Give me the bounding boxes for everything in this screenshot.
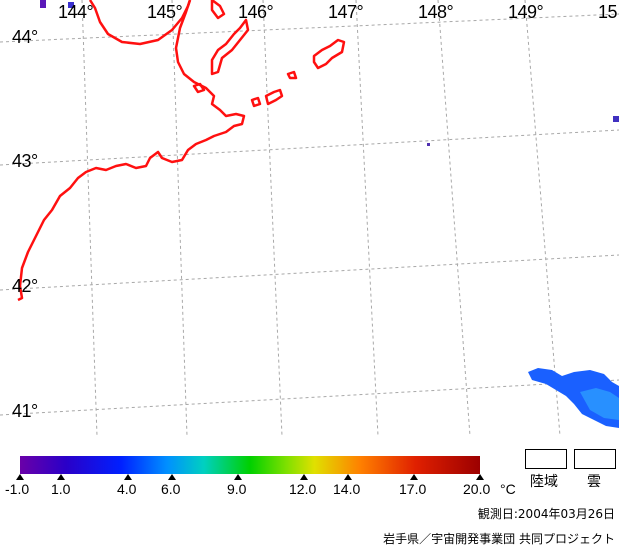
- temperature-colorbar: [20, 456, 480, 474]
- colorbar-label: 9.0: [227, 481, 247, 497]
- coastline: [17, 0, 346, 302]
- colorbar-label: 1.0: [51, 481, 71, 497]
- grid-line-lat-43: [0, 129, 619, 166]
- grid-line-lat-41: [0, 379, 619, 416]
- colorbar-tick: [234, 474, 242, 480]
- colorbar-tick: [57, 474, 65, 480]
- data-patch-top-left-2: [68, 2, 74, 8]
- lon-label-144: 144°: [58, 2, 94, 22]
- colorbar-label: 17.0: [399, 481, 427, 497]
- cloud-legend-swatch: [574, 449, 616, 469]
- colorbar-label: 6.0: [161, 481, 181, 497]
- colorbar-label: 20.0: [463, 481, 491, 497]
- colorbar-tick: [16, 474, 24, 480]
- colorbar-label: 4.0: [117, 481, 137, 497]
- colorbar-label: 14.0: [333, 481, 361, 497]
- lon-label-148: 148°: [418, 2, 454, 22]
- grid-line-lon-145: [171, 0, 188, 436]
- lat-label-44: 44°: [12, 27, 38, 47]
- data-patch-right-edge: [613, 116, 619, 122]
- lon-label-149: 149°: [508, 2, 544, 22]
- colorbar-label: 12.0: [289, 481, 317, 497]
- grid-line-lon-144: [81, 0, 98, 436]
- grid-line-lon-148: [437, 0, 471, 436]
- colorbar-tick: [300, 474, 308, 480]
- colorbar-label: -1.0: [5, 481, 30, 497]
- lon-label-150: 15: [598, 2, 618, 22]
- colorbar-tick: [476, 474, 484, 480]
- colorbar-tick: [168, 474, 176, 480]
- lat-label-42: 42°: [12, 276, 38, 296]
- coastline-kunashiri: [192, 82, 206, 94]
- lat-label-41: 41°: [12, 401, 38, 421]
- coastline-hokkaido-south: [17, 0, 246, 302]
- coastline-habomai-2: [264, 88, 284, 106]
- colorbar-tick: [344, 474, 352, 480]
- project-credit: 岩手県／宇宙開発事業団 共同プロジェクト: [383, 532, 615, 546]
- lon-label-147: 147°: [328, 2, 364, 22]
- lon-label-146: 146°: [238, 2, 274, 22]
- data-patch-dot: [427, 143, 430, 146]
- coastline-top-island: [210, 0, 226, 20]
- coastline-shiretoko: [210, 18, 250, 76]
- sea-surface-temperature-map: [0, 0, 619, 436]
- colorbar-tick: [410, 474, 418, 480]
- data-patch-top-left: [40, 0, 46, 8]
- land-legend-swatch: [525, 449, 567, 469]
- land-legend-label: 陸域: [530, 474, 558, 490]
- grid-line-lon-146: [262, 0, 283, 436]
- lon-label-145: 145°: [147, 2, 183, 22]
- grid-line-lat-44: [0, 13, 619, 43]
- graticule: [0, 0, 619, 436]
- grid-line-lon-147: [355, 0, 379, 436]
- colorbar-unit: °C: [500, 481, 516, 497]
- warm-water-patch-inner: [580, 388, 619, 420]
- coastline-shikotan: [286, 70, 298, 80]
- grid-line-lon-149: [524, 0, 561, 436]
- observation-date: 観測日:2004年03月26日: [477, 507, 615, 521]
- grid-line-lat-42: [0, 254, 619, 291]
- colorbar-tick: [124, 474, 132, 480]
- sst-data-region: [40, 0, 619, 428]
- coastline-etorofu: [312, 38, 346, 70]
- coastline-habomai-1: [250, 96, 262, 108]
- lat-label-43: 43°: [12, 151, 38, 171]
- cloud-legend-label: 雲: [587, 474, 601, 490]
